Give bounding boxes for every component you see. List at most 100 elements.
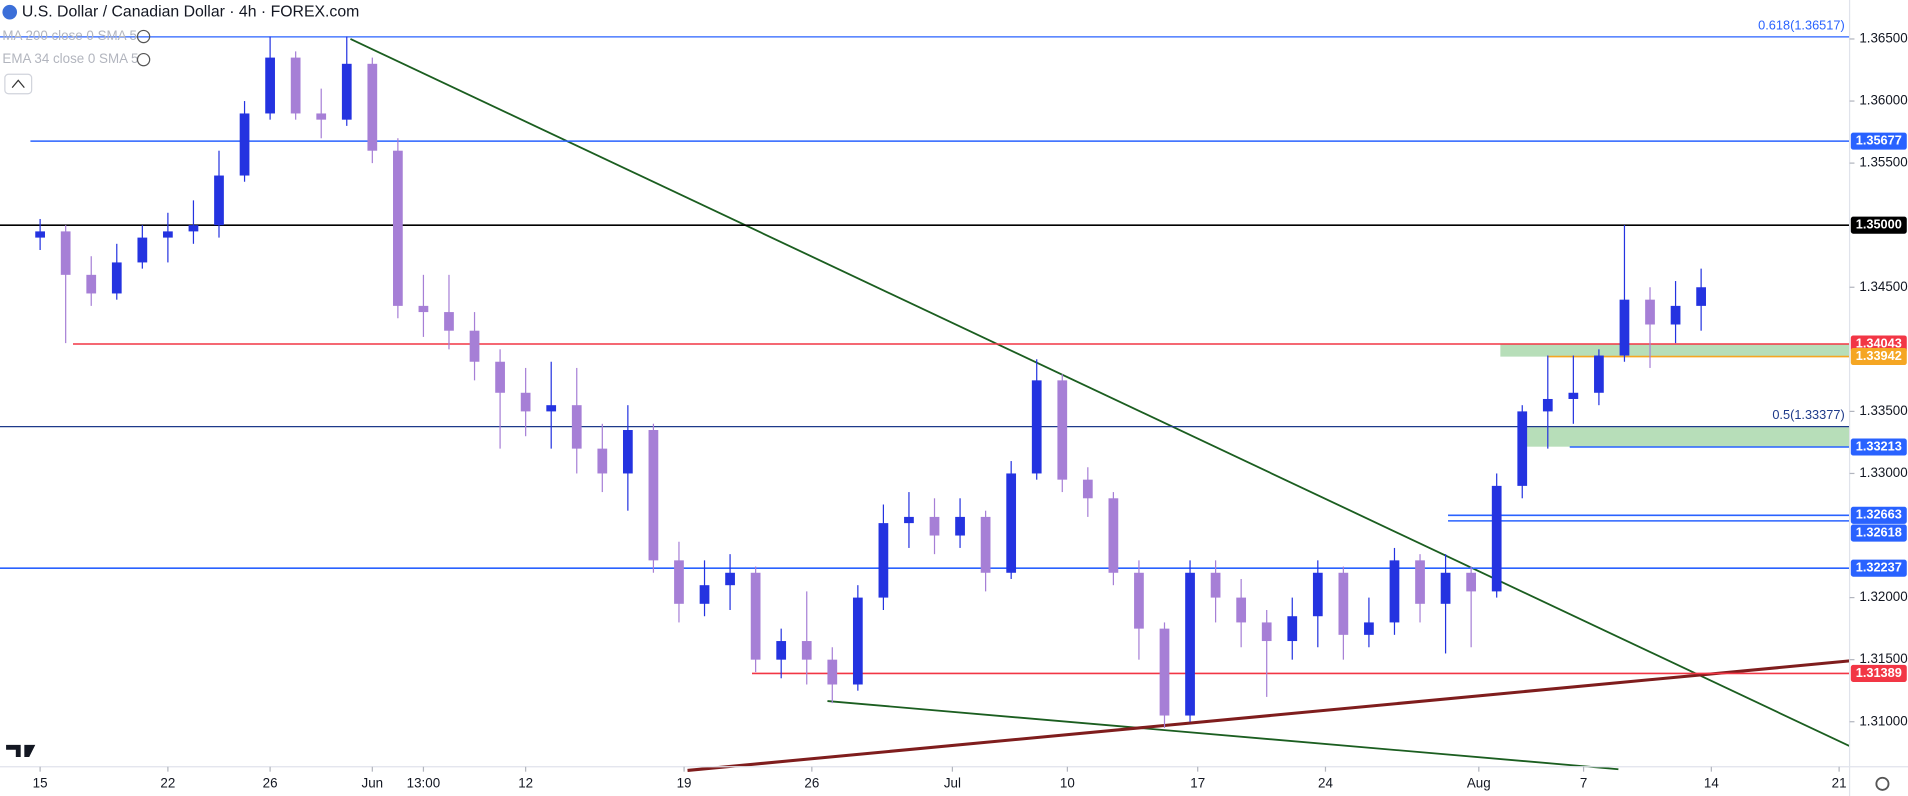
price-tag-label: 1.32663 [1856,507,1902,522]
candle-body [1006,473,1017,573]
x-tick-label: Jul [944,775,961,790]
candle-body [1670,305,1681,325]
x-tick-label: 15 [33,775,48,790]
candle-body [622,430,633,474]
x-tick-label: 13:00 [407,775,440,790]
candle-body [852,597,863,685]
x-tick-label: 12 [518,775,533,790]
candle-body [1696,287,1706,306]
axes: 1.31000 1.31500 1.32000 1.33000 1.33500 1.345… [33,31,1908,791]
settings-icon[interactable] [1875,776,1890,791]
y-tick-label: 1.33500 [1859,403,1907,418]
candle-body [1415,560,1425,604]
level-note: 0.5(1.33377) [1772,407,1844,422]
candle-body [60,231,71,275]
x-tick-label: 26 [263,775,278,790]
candle-body [1466,572,1477,592]
candle-body [929,516,940,536]
support-zone [1500,344,1850,357]
candle-body [1185,572,1195,716]
candle-body [1159,628,1170,716]
candle-body [980,516,991,573]
candle-body [188,225,199,232]
y-tick-label: 1.36500 [1859,31,1907,46]
candle-body [1261,622,1272,642]
candle-body [290,57,301,114]
candle-body [699,585,710,604]
price-tag [1850,438,1907,456]
candle-body [1364,622,1374,635]
candle-body [367,63,378,151]
candle-body [341,63,352,120]
collapse-button[interactable] [4,73,33,95]
candle-body [1619,299,1630,356]
price-tag [1850,348,1907,366]
price-tag [1850,506,1907,524]
candle-body [1517,411,1528,486]
trendline [687,659,1850,772]
candle-body [1057,380,1068,480]
price-tag-label: 1.34043 [1856,335,1902,350]
candle-body [214,175,224,226]
y-tick-label: 1.34500 [1859,279,1907,294]
candle-body [1210,572,1221,598]
candle-body [495,361,505,393]
candle-body [648,430,659,561]
candle-body [725,572,735,586]
candle-body [265,57,275,114]
price-tag [1850,216,1907,234]
candle-body [546,405,557,412]
y-tick-label: 1.36000 [1859,93,1907,108]
candle-body [801,641,812,660]
trendline [827,700,1619,771]
y-tick-label: 1.32000 [1859,589,1907,604]
y-tick-label: 1.35500 [1859,155,1907,170]
candle-body [1542,398,1553,412]
candle-body [597,448,608,474]
candle-body [904,516,914,524]
candle-body [137,237,148,263]
candle-body [1440,572,1451,604]
candle-body [86,274,97,294]
candle-body [1287,616,1298,642]
candle-body [1236,597,1247,623]
candle-body [1338,572,1349,635]
levels: 0.618(1.36517) 1.35677 1.35000 1.340431.339… [0,17,1907,682]
x-tick-label: 7 [1580,775,1587,790]
level-note: 0.618(1.36517) [1758,17,1845,32]
candle-body [163,231,173,238]
candle-body [955,516,965,536]
hide-icon[interactable] [136,29,151,44]
indicator-label[interactable]: EMA 34 close 0 SMA 5 [2,51,138,66]
candle-body [878,523,889,598]
candle-body [1389,560,1400,623]
candle-body [1134,572,1144,629]
candle-body [418,305,429,313]
candle-body [520,392,531,412]
candle-body [1594,355,1604,393]
y-tick-label: 1.31500 [1859,651,1907,666]
candle-body [776,641,787,660]
x-tick-label: 14 [1704,775,1719,790]
candle-body [1108,498,1119,573]
trendline [350,38,1850,747]
price-tag-label: 1.35677 [1856,133,1902,148]
candle-body [674,560,684,604]
price-tag [1850,664,1907,682]
indicator-label[interactable]: MA 200 close 0 SMA 5 [2,28,137,43]
candle-body [1491,485,1502,592]
hide-icon[interactable] [136,52,151,67]
price-tag [1850,524,1907,542]
candle-body [111,262,122,294]
x-tick-label: 17 [1190,775,1205,790]
price-tag-label: 1.35000 [1856,217,1902,232]
price-tag [1850,132,1907,150]
candle-body [316,113,327,120]
price-tag-label: 1.31389 [1856,665,1902,680]
x-tick-label: Jun [362,775,384,790]
candle-body [1312,572,1323,617]
support-zone [1524,427,1850,447]
